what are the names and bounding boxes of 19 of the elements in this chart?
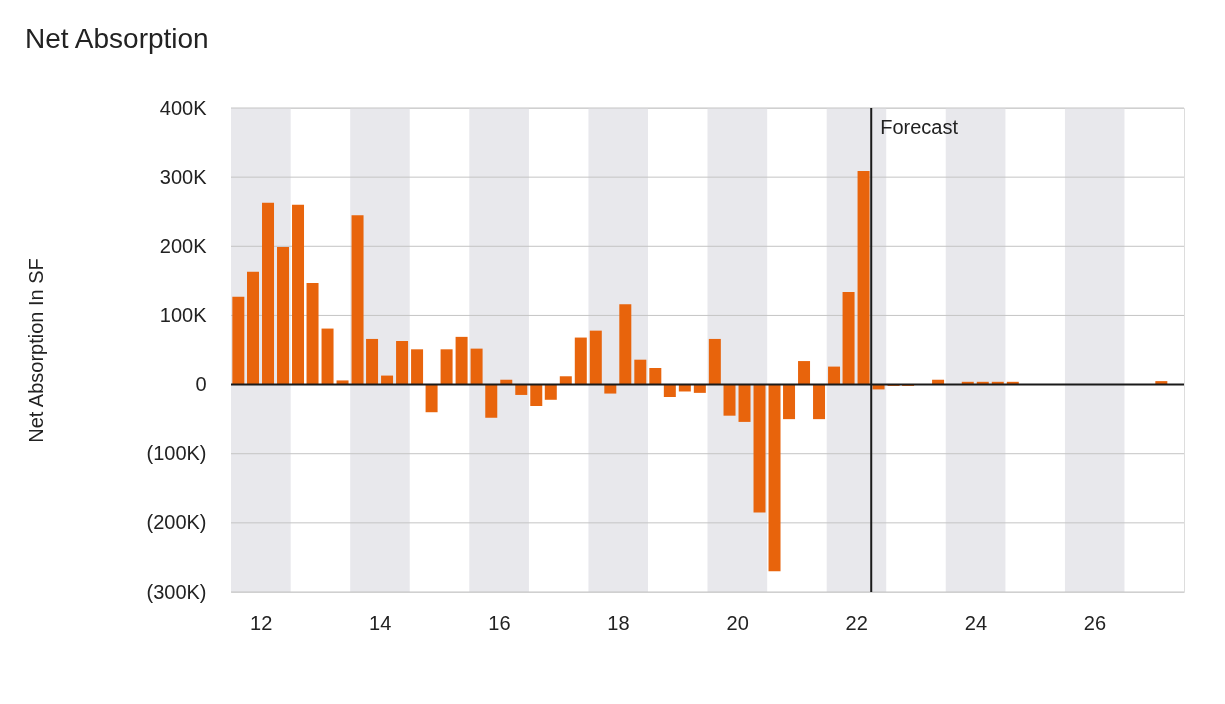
y-tick-label: 300K (159, 165, 208, 188)
ref-line-label: Forecast (880, 116, 959, 138)
y-tick-label: (100K) (146, 442, 207, 465)
y-tick-label: 200K (159, 234, 208, 257)
y-axis-title: Net Absorption In SF (25, 258, 48, 443)
y-tick-label: 400K (159, 96, 208, 119)
y-tick-label: 0 (195, 373, 207, 396)
x-tick-label: 16 (488, 611, 511, 634)
x-tick-label: 18 (607, 611, 630, 634)
x-tick-label: 12 (250, 611, 273, 634)
y-tick-label: (300K) (146, 580, 207, 603)
y-tick-label: (200K) (146, 511, 207, 534)
x-tick-label: 20 (726, 611, 749, 634)
x-tick-label: 14 (369, 611, 392, 634)
x-tick-label: 24 (964, 611, 988, 634)
x-tick-label: 22 (845, 611, 868, 634)
x-tick-label: 26 (1083, 611, 1107, 634)
chart-title: Net Absorption (25, 23, 209, 54)
y-tick-label: 100K (159, 303, 208, 326)
